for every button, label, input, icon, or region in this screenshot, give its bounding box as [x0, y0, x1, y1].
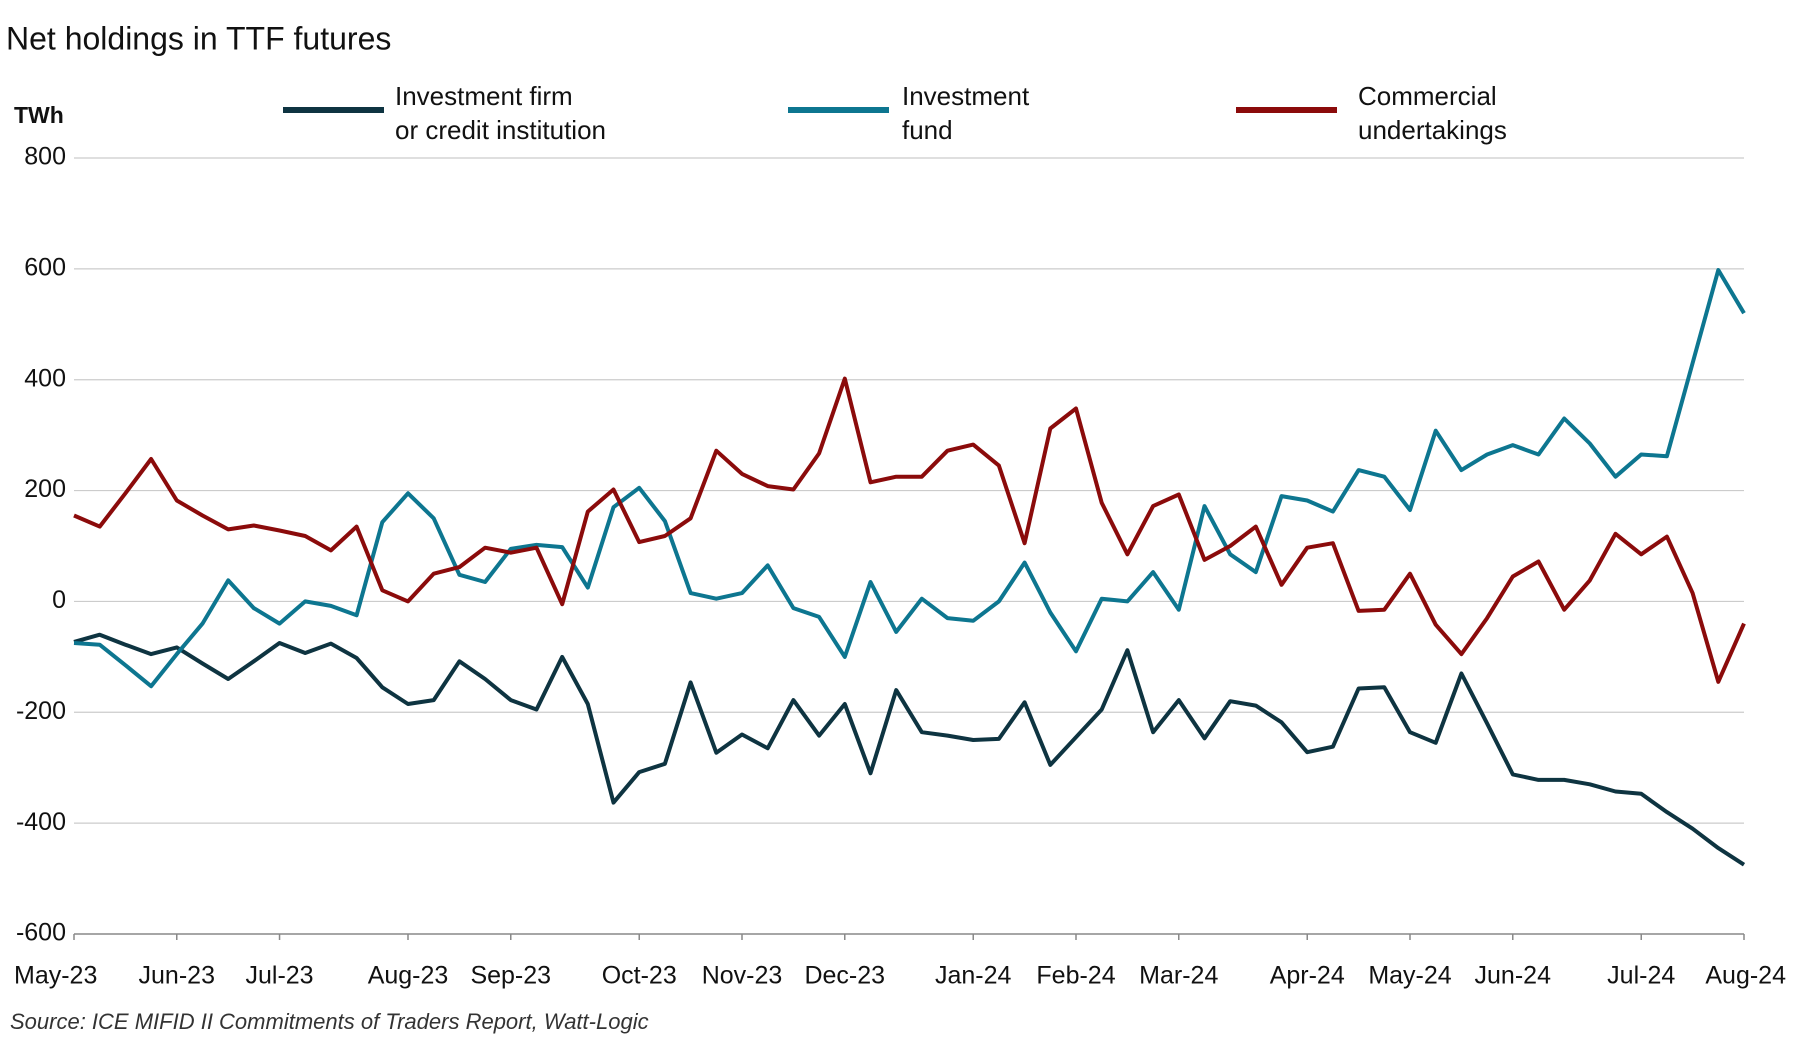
- x-tick-label: Aug-23: [368, 962, 449, 990]
- x-tick-label: Jun-23: [139, 962, 215, 990]
- source-note: Source: ICE MIFID II Commitments of Trad…: [10, 1009, 649, 1034]
- series-line: [73, 632, 1746, 867]
- y-tick-label: 600: [24, 253, 66, 281]
- legend-label: Commercial undertakings: [1358, 81, 1507, 145]
- y-tick-label: 200: [24, 475, 66, 503]
- x-tick-label: Aug-24: [1705, 962, 1786, 990]
- x-tick-label: May-23: [14, 962, 97, 990]
- x-tick-label: Apr-24: [1270, 962, 1345, 990]
- series-line: [73, 268, 1746, 689]
- x-tick-label: Dec-23: [804, 962, 885, 990]
- x-tick-label: Jul-23: [245, 962, 313, 990]
- y-tick-label: -400: [16, 808, 66, 836]
- chart-title: Net holdings in TTF futures: [6, 20, 391, 56]
- x-tick-label: Jul-24: [1607, 962, 1675, 990]
- x-tick-label: Jun-24: [1475, 962, 1552, 990]
- x-tick-label: Jan-24: [935, 962, 1012, 990]
- x-tick-label: Mar-24: [1139, 962, 1218, 990]
- y-tick-label: -200: [16, 697, 66, 725]
- y-axis-label: TWh: [14, 102, 64, 128]
- y-tick-label: -600: [16, 919, 66, 947]
- y-tick-label: 800: [24, 143, 66, 171]
- legend-label: Investment fund: [902, 81, 1030, 145]
- legend-label: Investment firm or credit institution: [395, 81, 606, 145]
- series-line: [73, 376, 1746, 684]
- y-tick-label: 0: [52, 586, 66, 614]
- x-tick-label: Feb-24: [1036, 962, 1115, 990]
- x-tick-label: Oct-23: [602, 962, 677, 990]
- y-tick-label: 400: [24, 364, 66, 392]
- x-tick-label: Sep-23: [470, 962, 551, 990]
- x-tick-label: May-24: [1368, 962, 1451, 990]
- x-tick-label: Nov-23: [702, 962, 783, 990]
